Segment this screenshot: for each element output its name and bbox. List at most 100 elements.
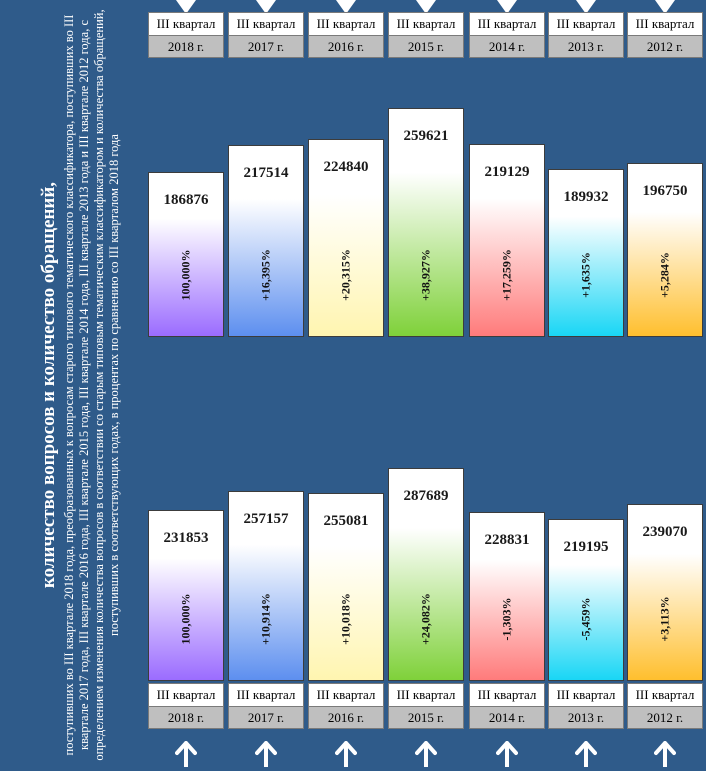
up-arrow-icon: [175, 741, 197, 767]
change-percent-label: +1,635%: [578, 252, 593, 298]
bar: [148, 510, 224, 681]
quarter-label: III квартал: [229, 13, 303, 36]
change-percent-label: +17,259%: [499, 249, 514, 301]
quarter-header: III квартал 2016 г.: [308, 12, 384, 58]
bar-value-label: 186876: [163, 192, 209, 208]
year-label: 2012 г.: [646, 39, 684, 54]
bar: [469, 144, 545, 337]
quarter-label: III квартал: [309, 13, 383, 36]
quarter-header: III квартал 2014 г.: [469, 683, 545, 729]
down-chevron-icon: [497, 0, 517, 14]
quarter-label: III квартал: [628, 13, 702, 36]
year-label: 2014 г.: [488, 710, 526, 725]
down-chevron-icon: [576, 0, 596, 14]
bar-value-label: 196750: [642, 183, 688, 199]
year-label: 2017 г.: [247, 39, 285, 54]
quarter-label: III квартал: [470, 684, 544, 707]
bar: [308, 493, 384, 681]
year-label: 2017 г.: [247, 710, 285, 725]
change-percent-label: +16,395%: [258, 249, 273, 301]
quarter-label: III квартал: [549, 684, 623, 707]
change-percent-label: +10,914%: [258, 593, 273, 645]
vertical-title: количество вопросов и количество обращен…: [0, 0, 160, 771]
down-chevron-icon: [655, 0, 675, 14]
change-percent-label: 100,000%: [178, 593, 193, 645]
quarter-label: III квартал: [149, 684, 223, 707]
bar-value-label: 287689: [403, 488, 449, 504]
year-label: 2015 г.: [407, 710, 445, 725]
quarter-label: III квартал: [309, 684, 383, 707]
quarter-header: III квартал 2013 г.: [548, 12, 624, 58]
year-label: 2012 г.: [646, 710, 684, 725]
year-label: 2015 г.: [407, 39, 445, 54]
change-percent-label: +10,018%: [338, 593, 353, 645]
quarter-label: III квартал: [470, 13, 544, 36]
year-label: 2018 г.: [167, 39, 205, 54]
quarter-header: III квартал 2017 г.: [228, 683, 304, 729]
change-percent-label: +20,315%: [338, 249, 353, 301]
up-arrow-icon: [654, 741, 676, 767]
year-label: 2016 г.: [327, 710, 365, 725]
quarter-label: III квартал: [149, 13, 223, 36]
quarter-header: III квартал 2015 г.: [388, 683, 464, 729]
quarter-header: III квартал 2018 г.: [148, 12, 224, 58]
quarter-label: III квартал: [389, 13, 463, 36]
bar-value-label: 228831: [484, 532, 530, 548]
bar: [548, 169, 624, 337]
bar: [148, 172, 224, 337]
bar: [627, 504, 703, 681]
bar: [228, 491, 304, 681]
title-heading: количество вопросов и количество обращен…: [38, 181, 59, 589]
year-label: 2014 г.: [488, 39, 526, 54]
change-percent-label: +24,082%: [418, 593, 433, 645]
year-label: 2016 г.: [327, 39, 365, 54]
change-percent-label: +5,284%: [657, 252, 672, 298]
bar-value-label: 257157: [243, 511, 289, 527]
quarter-header: III квартал 2015 г.: [388, 12, 464, 58]
down-chevron-icon: [336, 0, 356, 14]
year-label: 2018 г.: [167, 710, 205, 725]
quarter-label: III квартал: [628, 684, 702, 707]
bar-value-label: 189932: [563, 189, 609, 205]
year-label: 2013 г.: [567, 710, 605, 725]
bar-value-label: 219195: [563, 539, 609, 555]
bar: [388, 108, 464, 337]
bar: [228, 145, 304, 337]
up-arrow-icon: [255, 741, 277, 767]
down-chevron-icon: [416, 0, 436, 14]
bar: [388, 468, 464, 681]
bar: [627, 163, 703, 337]
quarter-header: III квартал 2017 г.: [228, 12, 304, 58]
up-arrow-icon: [575, 741, 597, 767]
bar-value-label: 224840: [323, 159, 369, 175]
change-percent-label: -5,459%: [578, 597, 593, 641]
quarter-header: III квартал 2016 г.: [308, 683, 384, 729]
quarter-label: III квартал: [389, 684, 463, 707]
quarter-header: III квартал 2012 г.: [627, 683, 703, 729]
bar-value-label: 217514: [243, 165, 289, 181]
down-chevron-icon: [256, 0, 276, 14]
bar: [469, 512, 545, 681]
quarter-header: III квартал 2014 г.: [469, 12, 545, 58]
bar-value-label: 255081: [323, 513, 369, 529]
quarter-header: III квартал 2012 г.: [627, 12, 703, 58]
down-chevron-icon: [176, 0, 196, 14]
quarter-label: III квартал: [229, 684, 303, 707]
change-percent-label: -1,303%: [499, 597, 514, 641]
bar-value-label: 259621: [403, 128, 449, 144]
bar-value-label: 219129: [484, 164, 530, 180]
quarter-header: III квартал 2018 г.: [148, 683, 224, 729]
title-body: поступивших во III квартале 2018 года, п…: [62, 9, 121, 761]
quarter-label: III квартал: [549, 13, 623, 36]
change-percent-label: +38,927%: [418, 249, 433, 301]
up-arrow-icon: [496, 741, 518, 767]
change-percent-label: 100,000%: [178, 249, 193, 301]
quarter-header: III квартал 2013 г.: [548, 683, 624, 729]
year-label: 2013 г.: [567, 39, 605, 54]
up-arrow-icon: [335, 741, 357, 767]
bar: [548, 519, 624, 681]
bar: [308, 139, 384, 337]
bar-value-label: 231853: [163, 530, 209, 546]
change-percent-label: +3,113%: [657, 596, 672, 642]
